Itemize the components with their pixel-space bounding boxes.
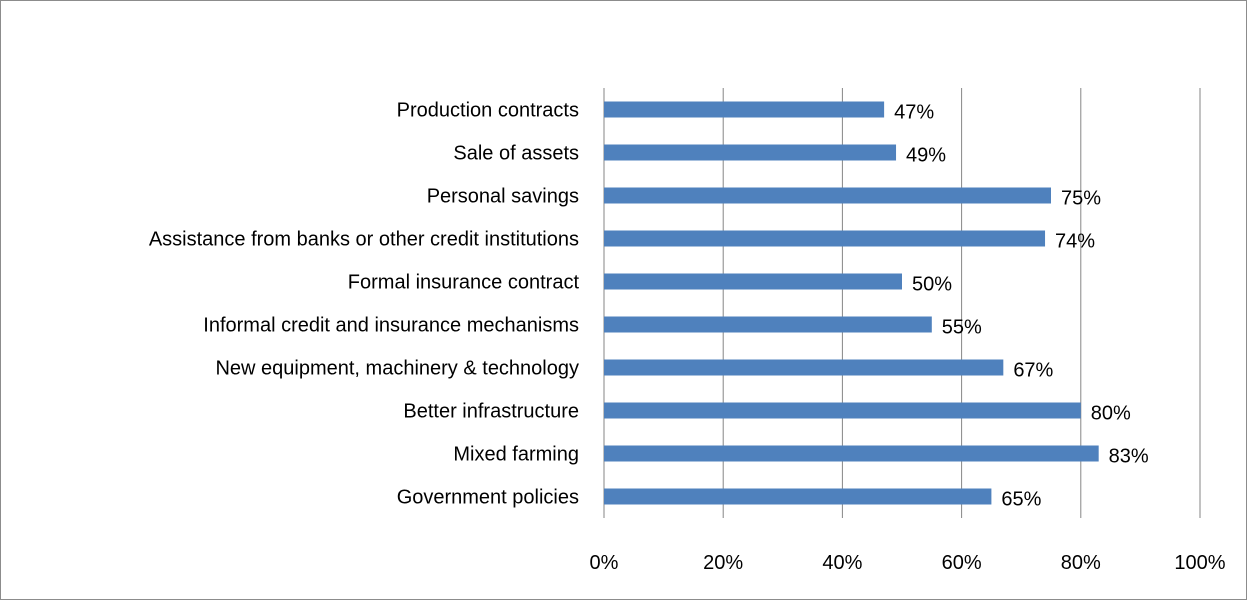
- category-label: Formal insurance contract: [348, 272, 580, 294]
- bar: [604, 359, 1004, 376]
- bar: [604, 101, 885, 118]
- category-label: Mixed farming: [453, 444, 579, 466]
- category-label: Government policies: [397, 487, 579, 509]
- bar: [604, 144, 897, 161]
- x-tick-label: 80%: [1061, 552, 1101, 574]
- labels: 0% 20% 40% 60% 80% 100% Production contracts 47…: [149, 100, 1226, 575]
- category-label: Better infrastructure: [403, 401, 579, 423]
- data-label: 67%: [1013, 360, 1053, 382]
- bar: [604, 402, 1081, 419]
- x-tick-label: 0%: [590, 552, 619, 574]
- category-label: Assistance from banks or other credit in…: [149, 229, 579, 251]
- category-label: Personal savings: [427, 186, 579, 208]
- x-tick-label: 40%: [822, 552, 862, 574]
- data-label: 49%: [906, 145, 946, 167]
- data-label: 65%: [1001, 489, 1041, 511]
- data-label: 75%: [1061, 188, 1101, 210]
- bar: [604, 488, 992, 505]
- bar: [604, 445, 1099, 462]
- x-tick-label: 100%: [1174, 552, 1225, 574]
- data-label: 83%: [1109, 446, 1149, 468]
- bar: [604, 187, 1051, 204]
- bar: [604, 230, 1046, 247]
- category-label: Informal credit and insurance mechanisms: [203, 315, 579, 337]
- data-label: 50%: [912, 274, 952, 296]
- bar: [604, 273, 902, 290]
- bar: [604, 316, 932, 333]
- category-label: Production contracts: [397, 100, 579, 122]
- data-label: 80%: [1091, 403, 1131, 425]
- category-label: Sale of assets: [453, 143, 579, 165]
- category-label: New equipment, machinery & technology: [215, 358, 579, 380]
- bars: [604, 101, 1099, 505]
- data-label: 47%: [894, 102, 934, 124]
- data-label: 74%: [1055, 231, 1095, 253]
- x-tick-label: 60%: [942, 552, 982, 574]
- x-tick-label: 20%: [703, 552, 743, 574]
- data-label: 55%: [942, 317, 982, 339]
